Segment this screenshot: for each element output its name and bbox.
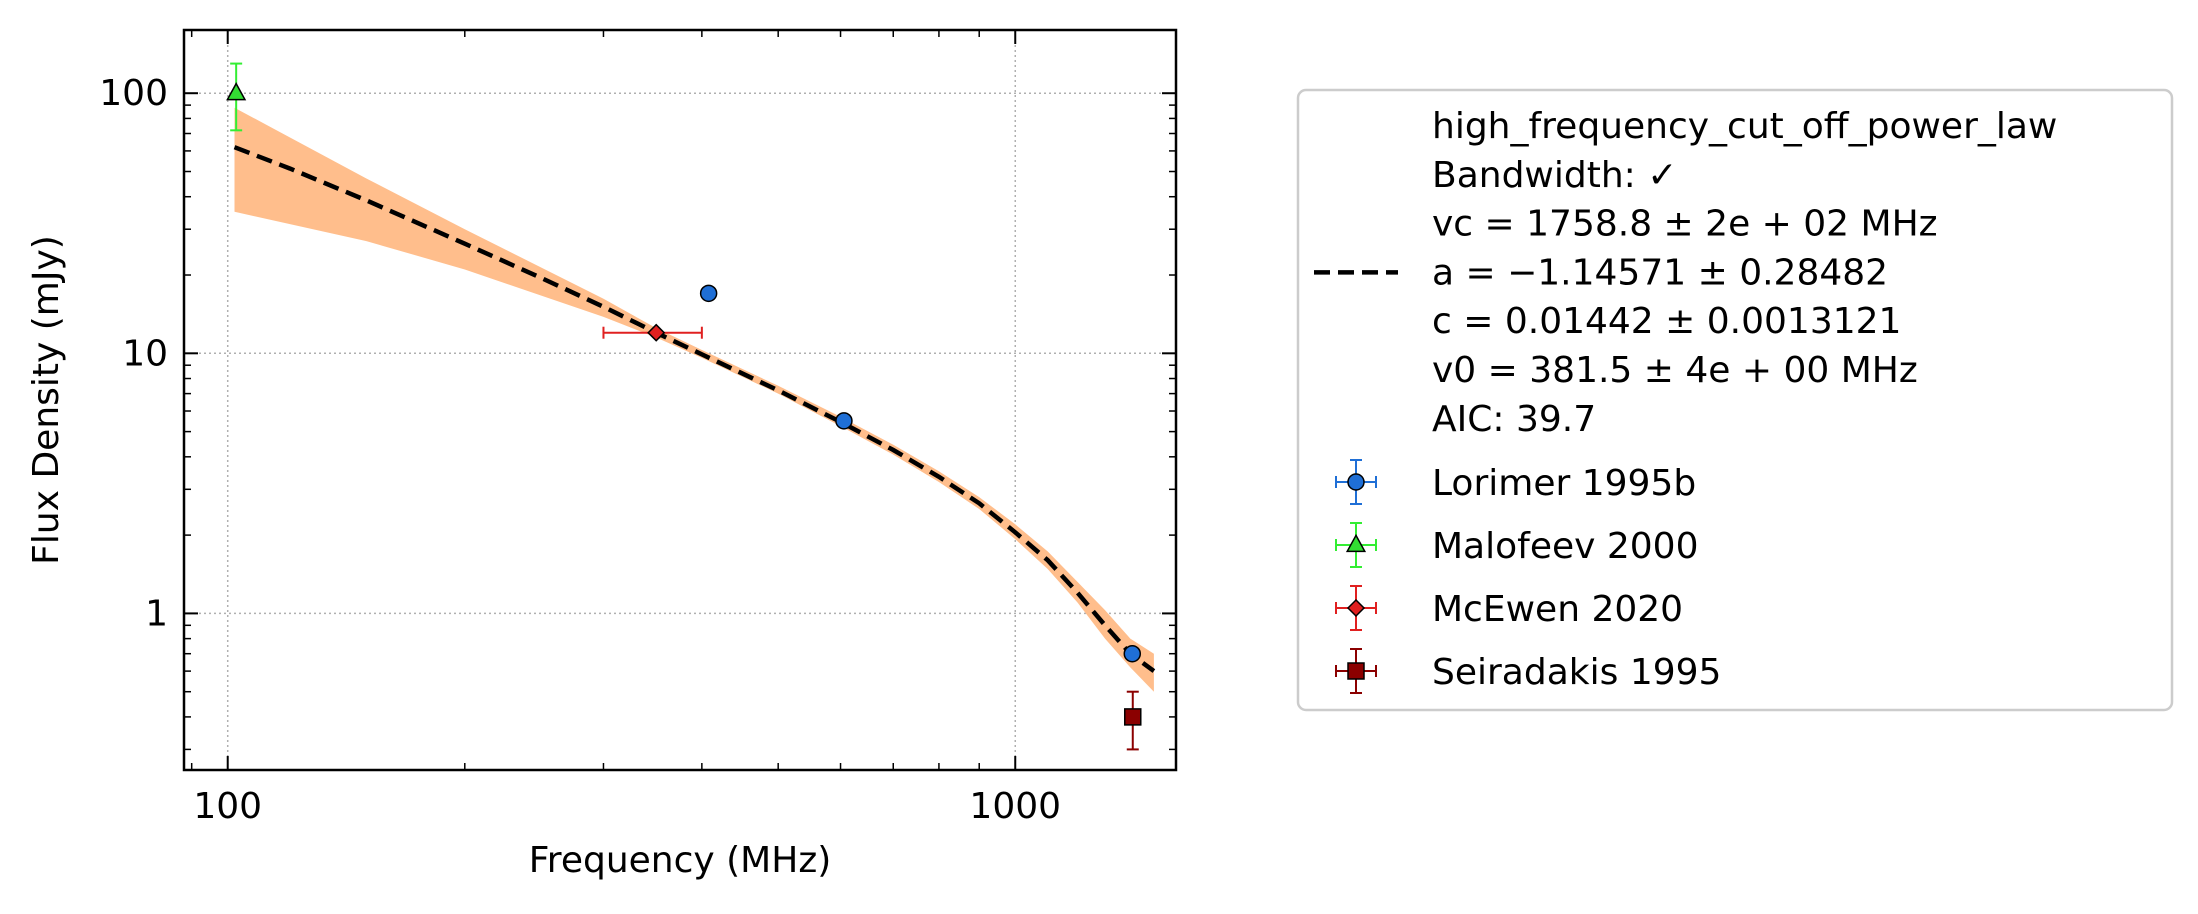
legend-fit-entry: high_frequency_cut_off_power_law Bandwidt… <box>1314 106 2057 440</box>
legend-seiradakis-1995-marker <box>1347 662 1365 680</box>
legend-fit-text-line: Bandwidth: ✓ <box>1432 155 1677 196</box>
y-tick-label: 100 <box>99 73 168 114</box>
legend-mcewen-2020-label: McEwen 2020 <box>1432 589 1683 630</box>
y-axis-label: Flux Density (mJy) <box>26 235 67 565</box>
y-tick-label: 10 <box>122 333 168 374</box>
legend-malofeev-2000-label: Malofeev 2000 <box>1432 526 1698 567</box>
x-tick-label: 1000 <box>969 786 1061 827</box>
lorimer-1995b-data-point <box>835 412 853 430</box>
lorimer-1995b-data-point <box>1123 644 1142 663</box>
plot-frame <box>182 28 1178 772</box>
x-axis-label: Frequency (MHz) <box>529 840 832 881</box>
legend-lorimer-1995b-label: Lorimer 1995b <box>1432 463 1696 504</box>
mcewen-2020-data-point <box>647 323 666 342</box>
legend-fit-text-line: high_frequency_cut_off_power_law <box>1432 106 2057 147</box>
legend-fit-text-line: v0 = 381.5 ± 4e + 00 MHz <box>1432 350 1918 391</box>
legend-box <box>1296 88 2174 712</box>
fit-curve-layer <box>233 145 1156 673</box>
malofeev-2000-data-point <box>226 82 247 101</box>
grid <box>184 30 1176 770</box>
legend-lorimer-1995b-marker <box>1347 473 1365 491</box>
legend-malofeev-2000-marker <box>1345 533 1367 553</box>
legend-fit-text-line: c = 0.01442 ± 0.0013121 <box>1432 301 1901 342</box>
lorimer-1995b-data-point <box>699 284 718 303</box>
legend-series-entries: Lorimer 1995b Malofeev 2000 McEwen 2020 Sei… <box>1335 459 1721 694</box>
fit-band-layer <box>234 107 1154 692</box>
data-points-layer <box>226 62 1142 751</box>
legend-fit-text-line: vc = 1758.8 ± 2e + 02 MHz <box>1432 204 1938 245</box>
seiradakis-1995-data-point <box>1124 708 1142 726</box>
fit-uncertainty-band <box>234 107 1154 692</box>
legend-seiradakis-1995-label: Seiradakis 1995 <box>1432 652 1721 693</box>
legend-fit-text-line: AIC: 39.7 <box>1432 399 1596 440</box>
fit-curve-line <box>233 145 1156 673</box>
legend-mcewen-2020-marker <box>1346 598 1366 618</box>
legend-fit-text-line: a = −1.14571 ± 0.28482 <box>1432 252 1888 293</box>
axis-ticks: 100 1000 1 10 100 <box>99 30 1176 827</box>
y-tick-label: 1 <box>145 593 168 634</box>
x-tick-label: 100 <box>193 786 262 827</box>
legend: high_frequency_cut_off_power_law Bandwidt… <box>1296 88 2174 712</box>
